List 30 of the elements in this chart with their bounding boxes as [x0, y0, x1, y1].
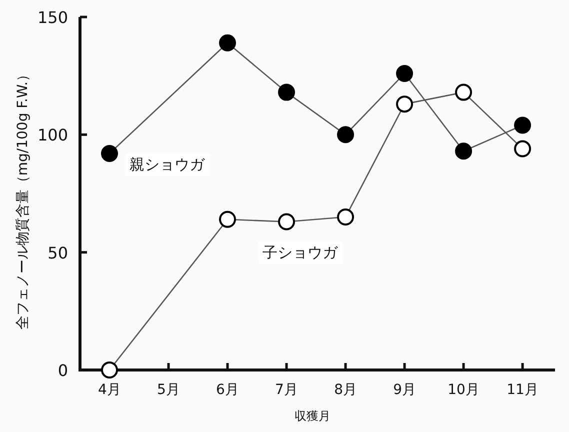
- x-axis-title: 収獲月: [294, 409, 330, 423]
- x-tick-label: 9月: [393, 382, 416, 398]
- point: [219, 34, 236, 52]
- x-tick-label: 11月: [506, 382, 538, 398]
- x-tick-label: 4月: [98, 382, 121, 398]
- point: [101, 144, 118, 162]
- point: [396, 96, 414, 113]
- point: [396, 64, 414, 82]
- point: [455, 84, 472, 101]
- series-label: 親ショウガ: [130, 155, 206, 174]
- x-tick-label: 10月: [448, 382, 480, 398]
- point: [278, 213, 296, 230]
- point: [278, 84, 296, 101]
- x-tick-label: 8月: [334, 382, 357, 398]
- series-label: 子ショウガ: [262, 244, 339, 262]
- point: [337, 208, 354, 226]
- x-tick-label: 6月: [216, 382, 239, 398]
- y-axis-title: 全フェノール物質含量（mg/100g F.W.）: [15, 67, 31, 330]
- point: [514, 116, 532, 134]
- point: [455, 142, 472, 160]
- point: [219, 210, 236, 228]
- x-tick-label: 5月: [157, 382, 180, 398]
- y-tick-label: 0: [58, 361, 68, 380]
- y-tick-label: 150: [37, 8, 68, 27]
- point: [337, 126, 354, 144]
- y-tick-label: 50: [48, 243, 68, 262]
- point: [514, 140, 532, 158]
- y-tick-label: 100: [37, 126, 68, 145]
- point: [101, 362, 118, 378]
- x-tick-label: 7月: [275, 382, 298, 398]
